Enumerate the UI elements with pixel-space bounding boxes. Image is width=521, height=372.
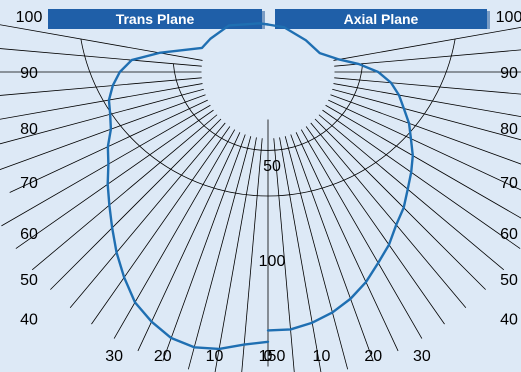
radial-gridline-left-95 <box>0 48 202 67</box>
radial-gridline-left-50 <box>31 114 218 271</box>
angle-label-left-70: 70 <box>20 175 38 192</box>
radial-gridline-left-15 <box>187 136 252 370</box>
header-right-bar <box>275 9 487 29</box>
angle-label-left-40: 40 <box>20 312 38 329</box>
angle-label-right-10: 10 <box>313 348 331 365</box>
radial-arc-50 <box>172 63 364 151</box>
radial-tick-label-50: 50 <box>263 158 281 175</box>
radial-gridline-right-75 <box>332 88 521 141</box>
angle-label-left-10: 10 <box>206 348 224 365</box>
radial-gridline-left-5 <box>241 138 263 372</box>
radial-gridline-right-50 <box>318 114 505 271</box>
radial-tick-label-150: 150 <box>259 348 286 365</box>
radial-gridline-right-70 <box>330 94 521 165</box>
angle-label-right-70: 70 <box>500 175 518 192</box>
radial-gridline-left-60 <box>1 104 211 227</box>
radial-gridline-left-45 <box>50 118 222 290</box>
header-left-bar <box>48 9 262 29</box>
angle-label-right-100: 100 <box>496 9 521 26</box>
curve-layer <box>106 22 414 351</box>
header-right-tab: Axial Plane <box>275 9 490 29</box>
angle-label-left-60: 60 <box>20 226 38 243</box>
radial-gridline-right-10 <box>279 137 322 372</box>
angle-label-left-90: 90 <box>20 65 38 82</box>
radial-gridline-right-30 <box>300 129 423 339</box>
angle-label-left-100: 100 <box>16 9 43 26</box>
radial-gridline-right-15 <box>284 136 349 370</box>
radial-gridline-right-100 <box>333 26 521 61</box>
header-right-label: Axial Plane <box>344 11 419 27</box>
header-left-tab: Trans Plane <box>48 9 265 29</box>
angle-label-right-50: 50 <box>500 272 518 289</box>
header-right-bar-shadow <box>487 11 490 29</box>
radial-gridline-left-70 <box>0 94 206 170</box>
radial-gridline-right-80 <box>333 83 521 118</box>
radial-gridline-left-10 <box>214 137 257 372</box>
radial-gridline-right-35 <box>305 126 445 325</box>
radial-gridline-right-60 <box>325 104 521 219</box>
radial-gridline-right-85 <box>334 77 521 95</box>
radial-gridline-right-55 <box>322 109 521 249</box>
angle-label-left-20: 20 <box>154 348 172 365</box>
radial-tick-label-100: 100 <box>259 253 286 270</box>
angle-label-left-30: 30 <box>105 348 123 365</box>
angle-label-right-20: 20 <box>364 348 382 365</box>
angle-label-right-40: 40 <box>500 312 518 329</box>
radial-gridline-left-80 <box>0 83 203 120</box>
curve-left <box>106 22 270 351</box>
radial-gridline-left-30 <box>113 129 236 339</box>
header-left-bar-shadow <box>262 11 265 29</box>
radial-gridline-right-65 <box>328 99 521 191</box>
angle-label-left-50: 50 <box>20 272 38 289</box>
radial-gridline-right-25 <box>295 132 399 352</box>
radial-gridline-left-55 <box>15 109 214 249</box>
radial-gridline-right-45 <box>314 118 486 290</box>
radial-gridline-left-20 <box>162 134 246 362</box>
angle-label-left-0: 0 <box>264 348 273 365</box>
radial-gridline-right-95 <box>334 49 521 67</box>
radial-gridline-right-5 <box>273 138 295 372</box>
radial-gridline-left-25 <box>137 132 241 352</box>
angle-label-right-90: 90 <box>500 65 518 82</box>
angle-label-right-30: 30 <box>413 348 431 365</box>
radial-gridline-left-75 <box>0 88 204 145</box>
polar-grid <box>0 24 521 372</box>
radial-gridline-right-20 <box>290 134 374 362</box>
radial-gridline-left-85 <box>0 77 202 96</box>
curve-right <box>266 23 414 332</box>
radial-gridline-left-40 <box>69 122 226 309</box>
angle-label-right-60: 60 <box>500 226 518 243</box>
radial-gridline-right-40 <box>310 122 467 309</box>
header-left-label: Trans Plane <box>116 11 195 27</box>
angle-label-right-80: 80 <box>500 121 518 138</box>
angle-label-left-80: 80 <box>20 121 38 138</box>
radial-gridline-left-35 <box>91 126 231 325</box>
